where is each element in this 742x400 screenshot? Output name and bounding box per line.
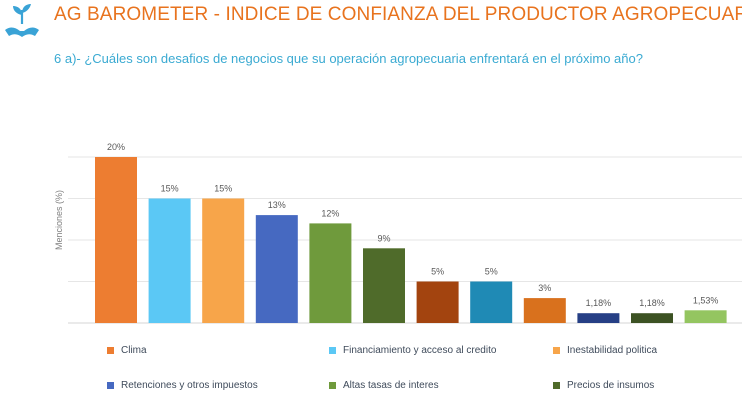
bar: [309, 223, 352, 323]
bar: [255, 215, 298, 323]
legend-label: Inestabilidad politica: [567, 345, 658, 356]
data-label: 15%: [214, 184, 232, 194]
legend-item: Financiamiento y acceso al credito: [329, 345, 496, 356]
legend-label: Retenciones y otros impuestos: [121, 380, 258, 391]
bar: [523, 298, 566, 323]
bar: [470, 281, 513, 323]
data-label: 5%: [485, 267, 498, 277]
data-label: 9%: [377, 233, 390, 243]
legend-swatch: [553, 347, 560, 354]
legend-item: Retenciones y otros impuestos: [107, 380, 258, 391]
legend-label: Precios de insumos: [567, 380, 655, 391]
data-label: 12%: [321, 208, 339, 218]
data-label: 15%: [161, 184, 179, 194]
data-label: 13%: [268, 200, 286, 210]
data-label: 5%: [431, 267, 444, 277]
legend-label: Altas tasas de interes: [343, 380, 439, 391]
page-title: AG BAROMETER - INDICE DE CONFIANZA DEL P…: [54, 4, 742, 25]
legend-swatch: [107, 382, 114, 389]
bar: [631, 313, 673, 323]
legend-swatch: [329, 347, 336, 354]
legend-swatch: [329, 382, 336, 389]
legend-item: Precios de insumos: [553, 380, 654, 391]
y-axis-label: Menciones (%): [54, 190, 64, 250]
bar: [148, 198, 191, 323]
data-label: 3%: [538, 283, 551, 293]
bar: [363, 248, 405, 323]
legend-item: Inestabilidad politica: [553, 345, 657, 356]
bar: [95, 157, 137, 323]
data-label: 1,18%: [639, 298, 665, 308]
hands-sprout-icon: [5, 4, 39, 37]
legend-label: Financiamiento y acceso al credito: [343, 345, 497, 356]
bar: [202, 198, 245, 323]
page-subtitle: 6 a)- ¿Cuáles son desafios de negocios q…: [54, 51, 643, 66]
data-label: 20%: [107, 142, 125, 152]
legend-label: Clima: [121, 345, 147, 356]
bar: [684, 310, 727, 323]
data-label: 1,53%: [693, 295, 719, 305]
legend-swatch: [553, 382, 560, 389]
legend-item: Altas tasas de interes: [329, 380, 439, 391]
legend-swatch: [107, 347, 114, 354]
legend-item: Clima: [107, 345, 147, 356]
bar: [577, 313, 620, 323]
data-label: 1,18%: [586, 298, 612, 308]
bar: [416, 281, 459, 323]
